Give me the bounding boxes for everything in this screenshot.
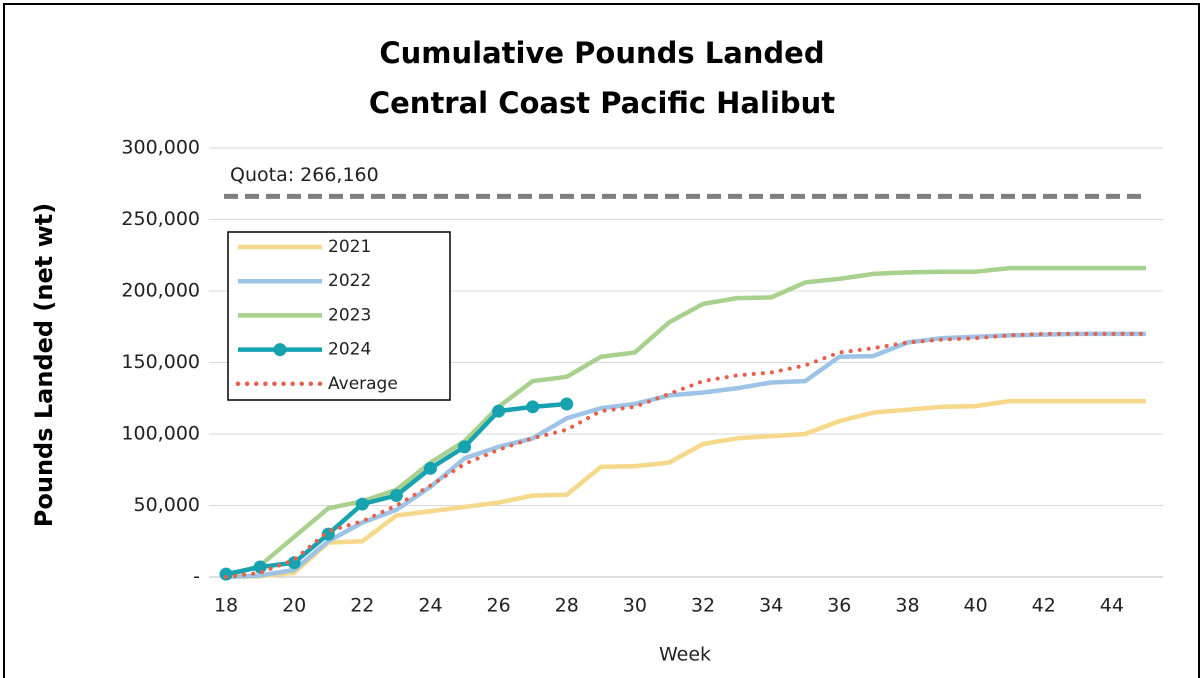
x-tick-label: 24 (418, 595, 442, 617)
y-tick-label: 300,000 (121, 137, 200, 159)
legend-label: 2022 (328, 271, 371, 291)
x-tick-label: 30 (623, 595, 647, 617)
y-tick-label: 100,000 (121, 423, 200, 445)
x-tick-label: 38 (895, 595, 919, 617)
x-tick-label: 40 (964, 595, 988, 617)
chart-title: Cumulative Pounds Landed (379, 36, 824, 70)
x-tick-label: 20 (282, 595, 306, 617)
y-tick-label: 250,000 (121, 208, 200, 230)
quota-label: Quota: 266,160 (230, 164, 379, 186)
chart-subtitle: Central Coast Pacific Halibut (369, 86, 835, 120)
series-marker (560, 397, 574, 411)
series-marker (526, 400, 540, 414)
series-marker (458, 440, 472, 454)
x-tick-label: 28 (555, 595, 579, 617)
series-marker (219, 567, 233, 581)
x-tick-label: 22 (350, 595, 374, 617)
y-axis-label: Pounds Landed (net wt) (30, 203, 58, 527)
y-tick-label: 200,000 (121, 280, 200, 302)
y-tick-label: 150,000 (121, 351, 200, 373)
series-marker (355, 497, 369, 511)
series-marker (389, 488, 403, 502)
legend-label: 2021 (328, 237, 371, 257)
x-tick-label: 34 (759, 595, 783, 617)
series-line (225, 331, 1146, 580)
x-tick-label: 44 (1100, 595, 1124, 617)
x-axis-label: Week (659, 644, 711, 666)
frame (3, 3, 1200, 678)
series-line (225, 398, 1146, 580)
series-marker (253, 560, 267, 574)
y-tick-label: - (193, 566, 200, 588)
x-tick-label: 26 (487, 595, 511, 617)
legend-label: Average (328, 374, 398, 394)
x-tick-label: 36 (827, 595, 851, 617)
legend-label: 2024 (328, 340, 371, 360)
x-tick-label: 32 (691, 595, 715, 617)
y-tick-label: 50,000 (134, 494, 200, 516)
series-marker (492, 404, 506, 418)
legend-label: 2023 (328, 305, 371, 325)
x-tick-label: 42 (1032, 595, 1056, 617)
legend-box (227, 231, 451, 401)
x-tick-label: 18 (214, 595, 238, 617)
series-marker (423, 461, 437, 475)
series-line (225, 265, 1146, 580)
legend-marker (273, 343, 287, 357)
